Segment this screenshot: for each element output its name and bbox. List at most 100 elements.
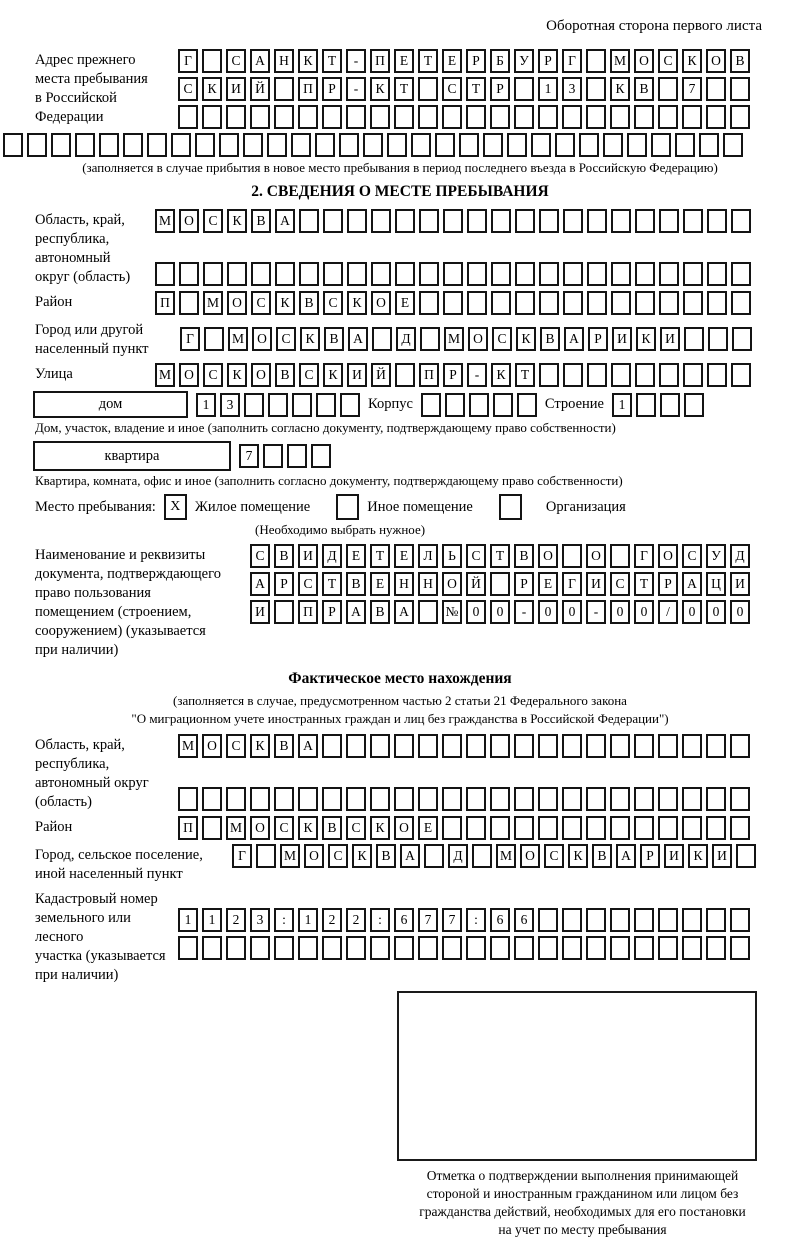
char-cell[interactable] bbox=[603, 133, 623, 157]
char-cell[interactable] bbox=[730, 105, 750, 129]
char-cell[interactable]: / bbox=[658, 600, 678, 624]
char-cell[interactable]: С bbox=[276, 327, 296, 351]
char-cell[interactable] bbox=[442, 816, 462, 840]
char-cell[interactable] bbox=[635, 392, 656, 417]
char-cell[interactable] bbox=[419, 262, 439, 286]
char-cell[interactable] bbox=[346, 936, 366, 960]
char-cell[interactable] bbox=[244, 392, 264, 417]
char-cell[interactable] bbox=[658, 936, 678, 960]
char-cell[interactable] bbox=[683, 392, 704, 417]
char-cell[interactable] bbox=[515, 262, 535, 286]
char-cell[interactable]: У bbox=[514, 49, 534, 73]
char-cell[interactable] bbox=[411, 133, 431, 157]
char-cell[interactable] bbox=[586, 734, 606, 758]
char-cell[interactable]: 0 bbox=[730, 600, 750, 624]
char-cell[interactable]: Г bbox=[180, 327, 200, 351]
char-cell[interactable] bbox=[610, 544, 630, 568]
char-cell[interactable] bbox=[682, 105, 702, 129]
char-cell[interactable]: К bbox=[227, 363, 247, 387]
char-cell[interactable]: 3 bbox=[250, 908, 270, 932]
char-cell[interactable]: 0 bbox=[610, 600, 630, 624]
char-cell[interactable] bbox=[322, 936, 342, 960]
char-cell[interactable]: С bbox=[658, 49, 678, 73]
char-cell[interactable] bbox=[586, 908, 606, 932]
char-cell[interactable]: 1 bbox=[538, 77, 558, 101]
char-cell[interactable]: Р bbox=[588, 327, 608, 351]
char-cell[interactable] bbox=[586, 936, 606, 960]
char-cell[interactable] bbox=[298, 787, 318, 811]
char-cell[interactable]: - bbox=[514, 600, 534, 624]
char-cell[interactable] bbox=[490, 816, 510, 840]
char-cell[interactable]: Г bbox=[562, 572, 582, 596]
char-cell[interactable]: О bbox=[634, 49, 654, 73]
char-cell[interactable]: С bbox=[250, 544, 270, 568]
char-cell[interactable] bbox=[682, 908, 702, 932]
char-cell[interactable]: О bbox=[442, 572, 462, 596]
char-cell[interactable]: С bbox=[178, 77, 198, 101]
char-cell[interactable] bbox=[250, 936, 270, 960]
char-cell[interactable] bbox=[730, 816, 750, 840]
char-cell[interactable]: В bbox=[376, 844, 396, 868]
char-cell[interactable] bbox=[178, 105, 198, 129]
char-cell[interactable]: А bbox=[394, 600, 414, 624]
char-cell[interactable] bbox=[371, 209, 391, 233]
char-cell[interactable] bbox=[706, 734, 726, 758]
char-cell[interactable]: Р bbox=[538, 49, 558, 73]
char-cell[interactable]: Р bbox=[443, 363, 463, 387]
char-cell[interactable]: 1 bbox=[298, 908, 318, 932]
char-cell[interactable] bbox=[723, 133, 743, 157]
char-cell[interactable] bbox=[579, 133, 599, 157]
char-cell[interactable] bbox=[587, 262, 607, 286]
char-cell[interactable]: С bbox=[610, 572, 630, 596]
char-cell[interactable] bbox=[443, 291, 463, 315]
char-cell[interactable]: О bbox=[586, 544, 606, 568]
char-cell[interactable] bbox=[466, 936, 486, 960]
char-cell[interactable] bbox=[268, 392, 288, 417]
char-cell[interactable] bbox=[659, 262, 679, 286]
char-cell[interactable]: А bbox=[616, 844, 636, 868]
char-cell[interactable] bbox=[202, 105, 222, 129]
char-cell[interactable]: К bbox=[298, 816, 318, 840]
char-cell[interactable] bbox=[443, 262, 463, 286]
char-cell[interactable]: С bbox=[442, 77, 462, 101]
char-cell[interactable]: А bbox=[346, 600, 366, 624]
char-cell[interactable]: С bbox=[298, 572, 318, 596]
char-cell[interactable] bbox=[466, 105, 486, 129]
char-cell[interactable]: 1 bbox=[611, 392, 632, 417]
char-cell[interactable] bbox=[323, 209, 343, 233]
char-cell[interactable]: В bbox=[346, 572, 366, 596]
char-cell[interactable]: М bbox=[444, 327, 464, 351]
char-cell[interactable] bbox=[179, 262, 199, 286]
char-cell[interactable] bbox=[683, 363, 703, 387]
char-cell[interactable] bbox=[418, 936, 438, 960]
char-cell[interactable] bbox=[227, 262, 247, 286]
char-cell[interactable] bbox=[204, 327, 224, 351]
char-cell[interactable] bbox=[706, 816, 726, 840]
char-cell[interactable] bbox=[707, 262, 727, 286]
char-cell[interactable] bbox=[394, 105, 414, 129]
char-cell[interactable]: М bbox=[496, 844, 516, 868]
char-cell[interactable]: Н bbox=[274, 49, 294, 73]
char-cell[interactable] bbox=[658, 908, 678, 932]
char-cell[interactable]: К bbox=[636, 327, 656, 351]
char-cell[interactable]: 2 bbox=[346, 908, 366, 932]
char-cell[interactable] bbox=[322, 734, 342, 758]
char-cell[interactable] bbox=[394, 787, 414, 811]
char-cell[interactable]: А bbox=[275, 209, 295, 233]
char-cell[interactable]: В bbox=[370, 600, 390, 624]
char-cell[interactable] bbox=[555, 133, 575, 157]
char-cell[interactable]: 1 bbox=[196, 392, 216, 417]
char-cell[interactable]: Г bbox=[634, 544, 654, 568]
char-cell[interactable] bbox=[634, 787, 654, 811]
char-cell[interactable]: Р bbox=[322, 77, 342, 101]
char-cell[interactable] bbox=[539, 363, 559, 387]
char-cell[interactable] bbox=[659, 291, 679, 315]
char-cell[interactable]: Г bbox=[562, 49, 582, 73]
char-cell[interactable]: Б bbox=[490, 49, 510, 73]
char-cell[interactable]: Р bbox=[640, 844, 660, 868]
char-cell[interactable] bbox=[274, 600, 294, 624]
char-cell[interactable] bbox=[658, 105, 678, 129]
char-cell[interactable] bbox=[736, 844, 756, 868]
char-cell[interactable]: И bbox=[612, 327, 632, 351]
char-cell[interactable]: И bbox=[298, 544, 318, 568]
